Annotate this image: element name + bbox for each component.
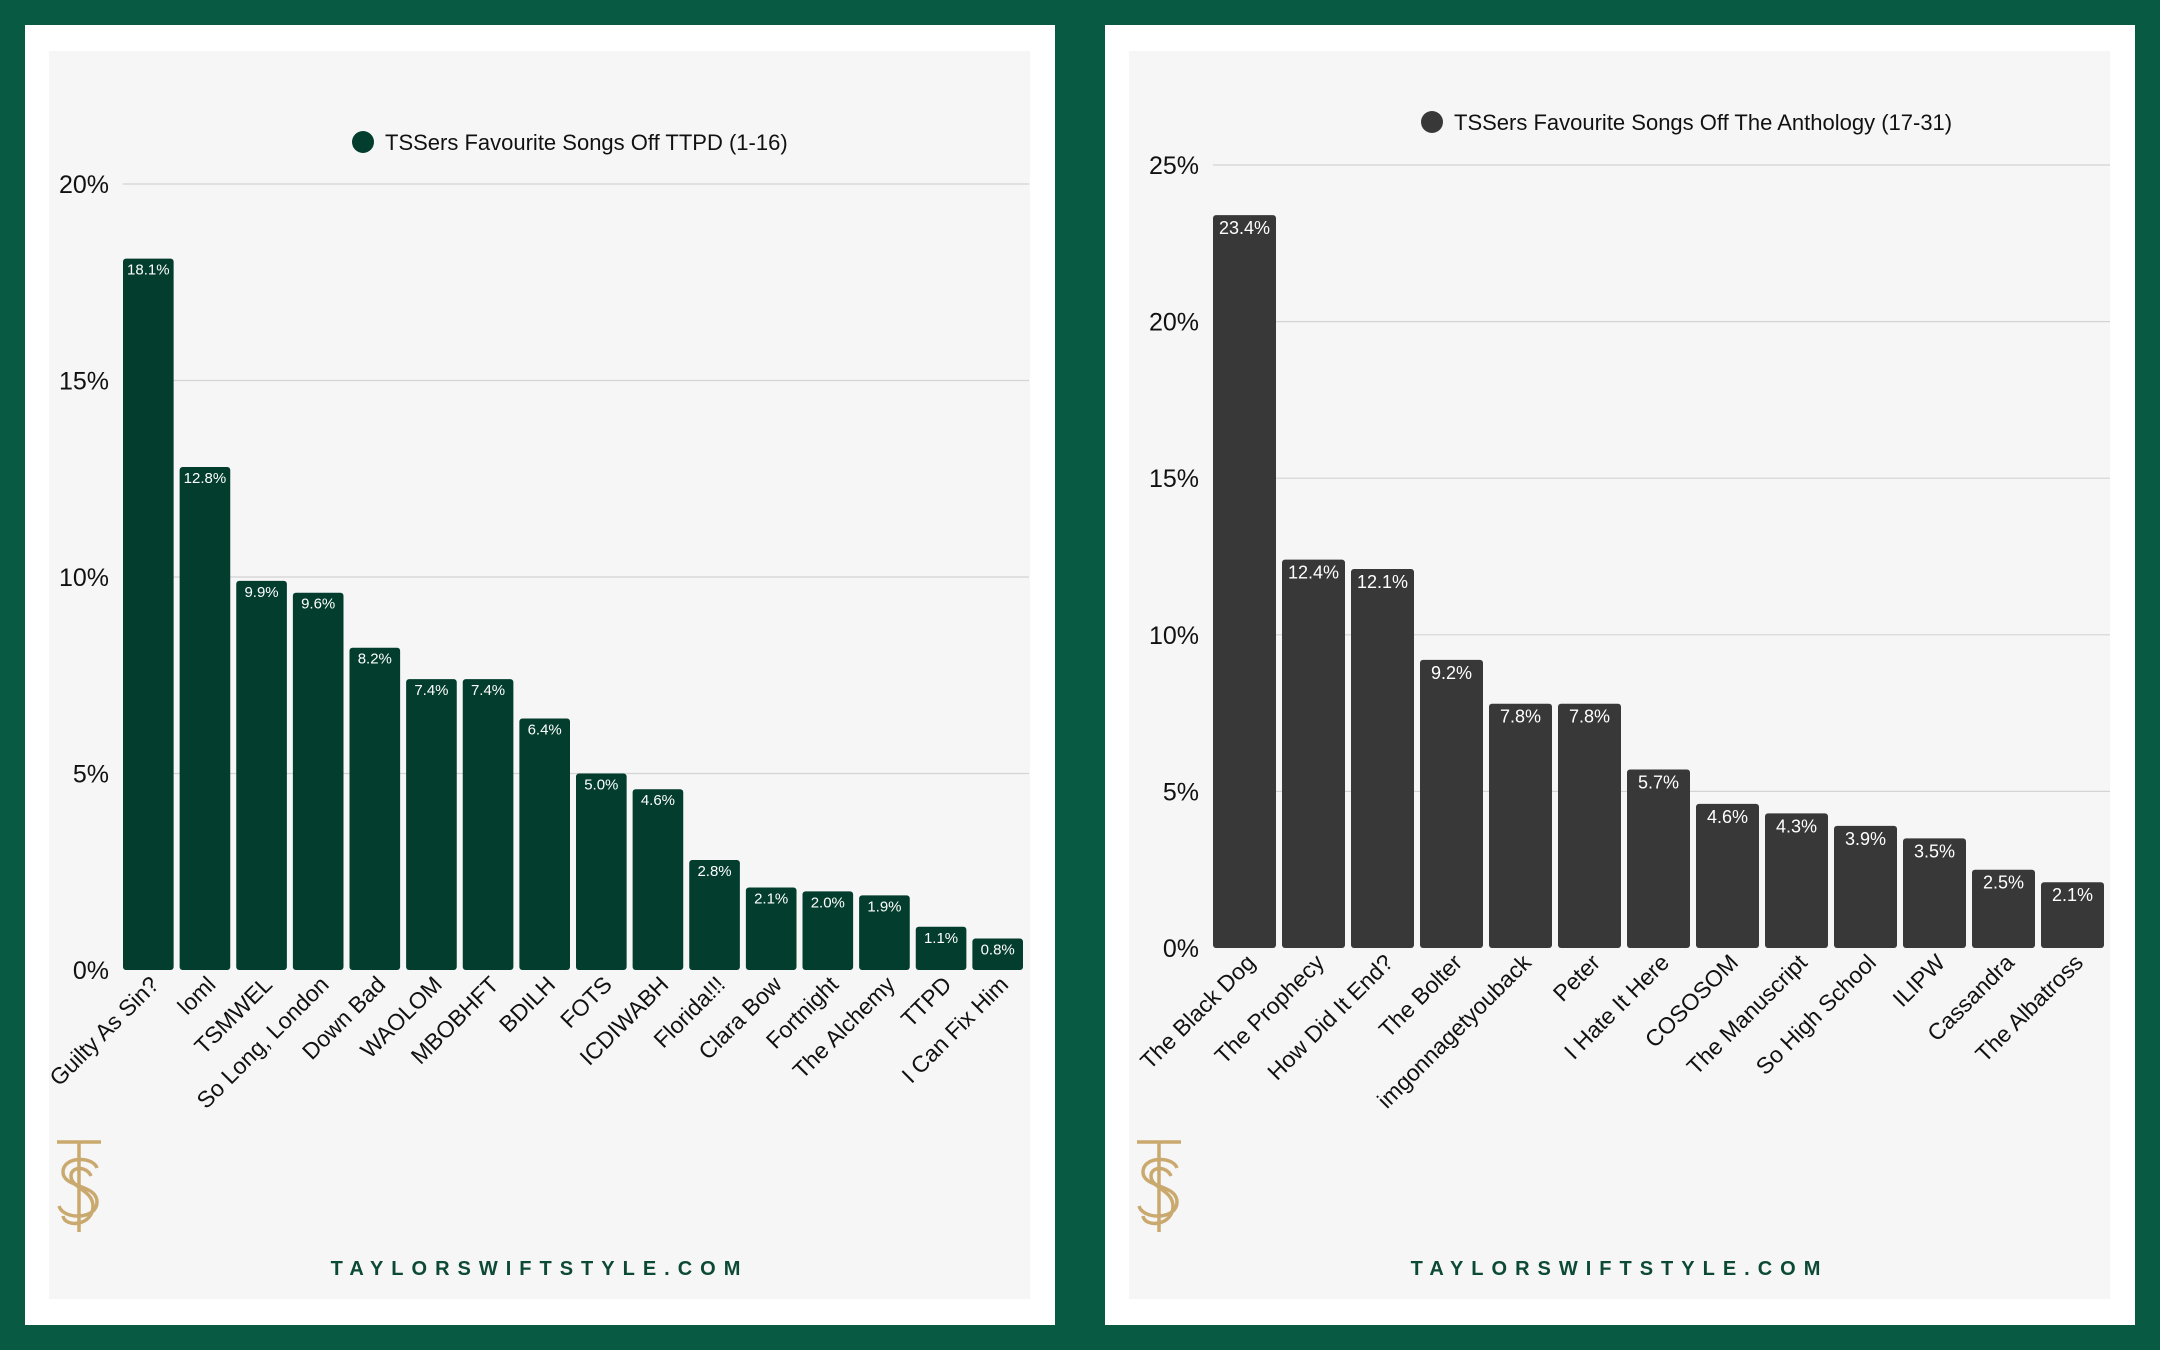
anthology-bar [1420, 659, 1483, 948]
anthology-y-tick-label: 5% [1163, 778, 1199, 806]
anthology-bar [1696, 803, 1759, 948]
ttpd-bar [519, 718, 570, 970]
ttpd-y-tick-label: 0% [73, 957, 109, 985]
anthology-data-label: 12.1% [1357, 572, 1408, 592]
left-card: TSSers Favourite Songs Off TTPD (1-16) 0%… [25, 25, 1055, 1325]
ttpd-y-tick-label: 15% [59, 368, 109, 396]
ttpd-y-tick-label: 5% [73, 761, 109, 789]
ttpd-bar [179, 466, 231, 970]
anthology-data-label: 4.6% [1707, 807, 1748, 827]
ttpd-category-label: BDILH [494, 971, 560, 1037]
anthology-data-label: 4.3% [1776, 816, 1817, 836]
anthology-data-label: 5.7% [1638, 772, 1679, 792]
right-card: TSSers Favourite Songs Off The Anthology… [1105, 25, 2135, 1325]
ttpd-legend: TSSers Favourite Songs Off TTPD (1-16) [352, 130, 788, 155]
anthology-data-label: 9.2% [1431, 663, 1472, 683]
ttpd-data-label: 9.6% [301, 596, 335, 613]
left-chart: TSSers Favourite Songs Off TTPD (1-16) 0%… [49, 130, 1029, 1113]
anthology-legend-label: TSSers Favourite Songs Off The Anthology… [1454, 110, 1952, 135]
anthology-data-label: 7.8% [1569, 707, 1610, 727]
ttpd-data-label: 8.2% [358, 651, 392, 668]
ttpd-data-label: 12.8% [184, 470, 227, 487]
anthology-data-label: 2.1% [2052, 885, 2093, 905]
right-chart-panel: TSSers Favourite Songs Off The Anthology… [1129, 51, 2110, 1299]
site-url-label: TAYLORSWIFTSTYLE.COM [330, 1258, 749, 1280]
anthology-data-label: 7.8% [1500, 707, 1541, 727]
ttpd-data-label: 1.1% [924, 930, 958, 947]
anthology-category-label: How Did It End? [1262, 949, 1398, 1085]
ttpd-bar [123, 258, 174, 970]
left-chart-panel: TSSers Favourite Songs Off TTPD (1-16) 0%… [49, 51, 1030, 1299]
right-chart: TSSers Favourite Songs Off The Anthology… [1135, 110, 2110, 1113]
anthology-data-label: 2.5% [1983, 873, 2024, 893]
ttpd-data-label: 6.4% [528, 721, 562, 738]
ttpd-data-label: 0.8% [981, 942, 1015, 959]
ttpd-bar [802, 891, 854, 970]
anthology-legend-marker [1421, 111, 1443, 133]
anthology-y-tick-label: 15% [1149, 465, 1199, 493]
ttpd-legend-marker [352, 131, 374, 153]
anthology-y-tick-label: 20% [1149, 309, 1199, 337]
anthology-y-tick-label: 0% [1163, 935, 1199, 963]
anthology-bar [1834, 825, 1897, 948]
anthology-y-tick-label: 25% [1149, 152, 1199, 180]
anthology-category-label: ILIPW [1887, 949, 1950, 1012]
anthology-bar [1627, 769, 1690, 948]
ttpd-bar [915, 926, 967, 970]
anthology-category-label: The Black Dog [1135, 949, 1260, 1074]
ttpd-data-label: 18.1% [127, 262, 170, 279]
anthology-data-label: 3.9% [1845, 829, 1886, 849]
anthology-bar [1903, 838, 1966, 948]
anthology-bar [1765, 813, 1828, 948]
ttpd-data-label: 7.4% [471, 682, 505, 699]
anthology-category-label: So High School [1751, 949, 1881, 1079]
ttpd-data-label: 2.8% [697, 863, 731, 880]
anthology-bar [1282, 559, 1345, 948]
ttpd-data-label: 1.9% [867, 898, 901, 915]
anthology-data-label: 12.4% [1288, 563, 1339, 583]
anthology-bar [1972, 869, 2035, 948]
ttpd-y-tick-label: 10% [59, 564, 109, 592]
ttpd-data-label: 9.9% [244, 584, 278, 601]
site-url-label: TAYLORSWIFTSTYLE.COM [1410, 1258, 1829, 1280]
ttpd-data-label: 2.1% [754, 890, 788, 907]
ttpd-data-label: 7.4% [414, 682, 448, 699]
ts-monogram-icon [1137, 1140, 1181, 1232]
ttpd-bar [236, 580, 287, 970]
ttpd-category-label: loml [172, 971, 220, 1019]
anthology-bar [1351, 569, 1414, 948]
ttpd-data-label: 4.6% [641, 792, 675, 809]
ttpd-bar [972, 938, 1023, 970]
ttpd-y-tick-label: 20% [59, 171, 109, 199]
ttpd-bar [689, 859, 740, 970]
anthology-legend: TSSers Favourite Songs Off The Anthology… [1421, 110, 1952, 135]
ttpd-bar [859, 895, 910, 970]
ttpd-bar [406, 679, 457, 970]
anthology-bar [1558, 703, 1621, 948]
ttpd-legend-label: TSSers Favourite Songs Off TTPD (1-16) [385, 130, 788, 155]
anthology-bar [1489, 703, 1552, 948]
ttpd-bar [632, 789, 684, 970]
anthology-data-label: 3.5% [1914, 841, 1955, 861]
ttpd-bar [462, 679, 514, 970]
ttpd-bar [745, 887, 797, 970]
ts-monogram-logo [49, 1136, 1030, 1236]
anthology-data-label: 23.4% [1219, 218, 1270, 238]
anthology-category-label: The Manuscript [1682, 949, 1813, 1080]
anthology-y-tick-label: 10% [1149, 622, 1199, 650]
ttpd-bar [349, 647, 401, 970]
anthology-bar [1213, 215, 1276, 948]
anthology-category-label: Peter [1548, 949, 1605, 1006]
ts-monogram-icon [57, 1140, 101, 1232]
ttpd-category-label: Guilty As Sin? [49, 971, 164, 1091]
ttpd-data-label: 2.0% [811, 894, 845, 911]
ttpd-bar [576, 773, 627, 970]
ts-monogram-logo [1129, 1136, 2110, 1236]
ttpd-bar [292, 592, 344, 970]
anthology-bar [2041, 882, 2104, 948]
ttpd-data-label: 5.0% [584, 777, 618, 794]
